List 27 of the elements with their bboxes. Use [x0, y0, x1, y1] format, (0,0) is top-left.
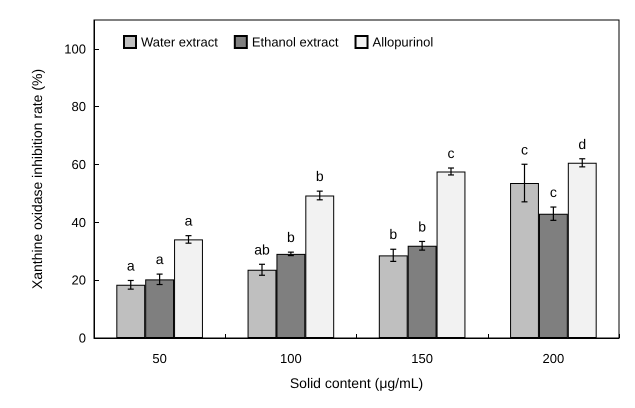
data-label: b — [418, 218, 426, 234]
data-label: a — [126, 257, 135, 274]
data-label: c — [448, 145, 454, 162]
data-label: c — [521, 141, 528, 158]
y-tick-label: 100 — [64, 41, 86, 56]
x-tick-label: 200 — [542, 351, 564, 366]
y-tick-label: 80 — [72, 99, 86, 114]
data-label: d — [578, 136, 586, 152]
legend-label: Allopurinol — [372, 34, 434, 50]
x-tick-label: 100 — [280, 351, 302, 366]
y-tick-label: 20 — [72, 272, 86, 288]
data-label: a — [184, 212, 193, 229]
legend-label: Water extract — [141, 34, 218, 50]
y-tick-label: 40 — [72, 214, 86, 230]
data-label: c — [550, 184, 557, 200]
data-label: b — [316, 168, 324, 184]
y-tick-label: 0 — [78, 330, 86, 346]
x-tick-label: 150 — [411, 351, 433, 366]
data-label: a — [156, 251, 164, 268]
y-axis-title: Xanthine oxidase inhibition rate (%) — [29, 68, 45, 290]
y-tick-label: 60 — [72, 157, 86, 172]
x-tick-label: 50 — [152, 351, 167, 366]
data-label: b — [286, 229, 295, 246]
x-axis-title: Solid content (μg/mL) — [290, 375, 424, 391]
data-label: b — [389, 226, 398, 242]
legend-label: Ethanol extract — [252, 34, 339, 50]
data-label: ab — [254, 241, 270, 258]
